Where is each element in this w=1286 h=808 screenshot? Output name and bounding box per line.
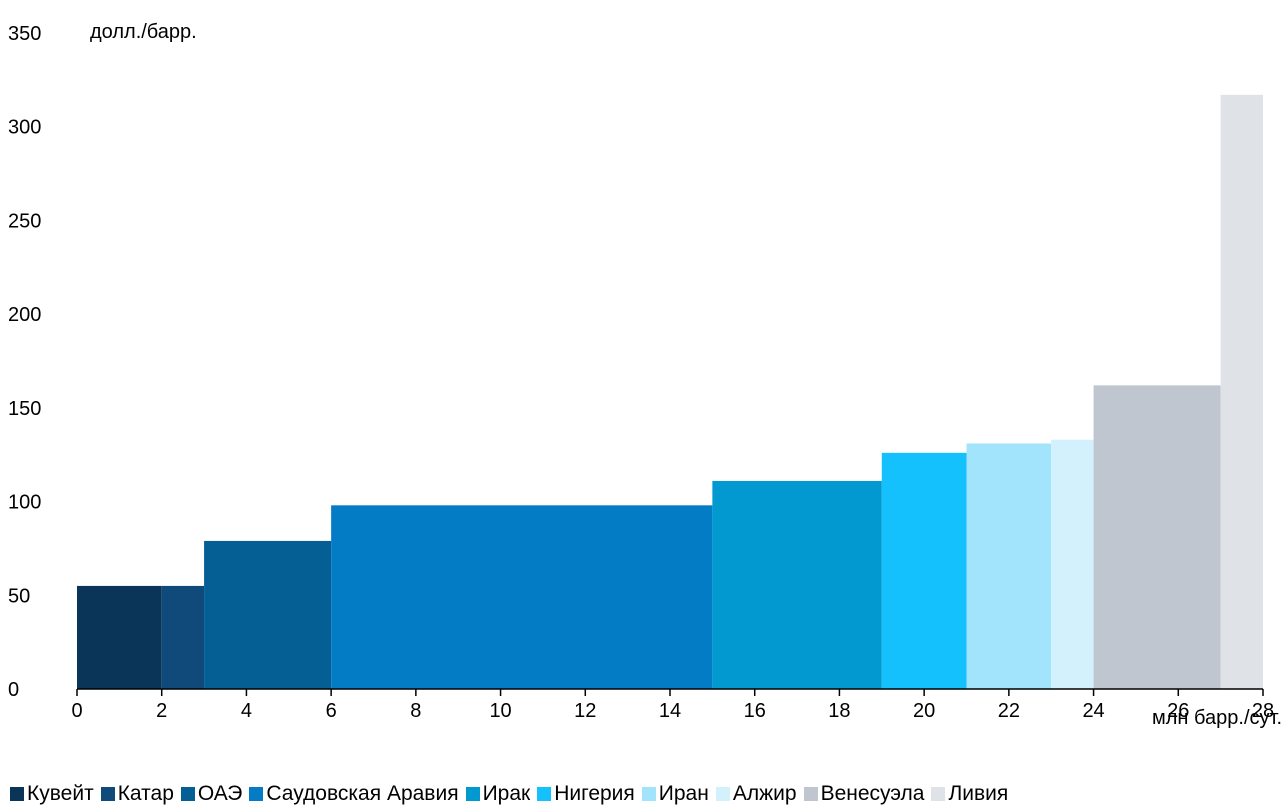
legend-label: Венесуэла: [821, 782, 925, 806]
bar-8: [1051, 440, 1093, 689]
y-tick-label: 150: [8, 398, 41, 420]
bar-9: [1094, 385, 1221, 689]
legend-swatch: [101, 787, 115, 801]
y-tick-label: 50: [8, 585, 30, 607]
legend-label: Саудовская Аравия: [266, 782, 458, 806]
y-tick-label: 300: [8, 117, 41, 139]
x-tick-label: 2: [156, 700, 167, 722]
legend-label: Алжир: [733, 782, 797, 806]
legend-item: Нигерия: [537, 782, 635, 806]
x-tick-label: 16: [744, 700, 766, 722]
legend-swatch: [249, 787, 263, 801]
legend-label: Ливия: [948, 782, 1008, 806]
legend-swatch: [804, 787, 818, 801]
legend-label: Катар: [118, 782, 174, 806]
legend-swatch: [181, 787, 195, 801]
y-tick-label: 200: [8, 304, 41, 326]
legend-label: ОАЭ: [198, 782, 243, 806]
legend-label: Иран: [659, 782, 709, 806]
x-tick-label: 6: [326, 700, 337, 722]
legend-label: Кувейт: [27, 782, 94, 806]
y-tick-labels: 0 50 100 150 200 250 300 350: [8, 23, 41, 701]
bar-2: [162, 586, 204, 689]
bar-3: [204, 541, 331, 689]
legend-swatch: [931, 787, 945, 801]
legend-item: Катар: [101, 782, 174, 806]
bar-10: [1221, 95, 1263, 689]
x-tick-label: 18: [828, 700, 850, 722]
legend-item: Венесуэла: [804, 782, 925, 806]
x-tick-label: 12: [574, 700, 596, 722]
y-axis-label: долл./барр.: [90, 21, 197, 43]
x-tick-label: 0: [71, 700, 82, 722]
legend-item: Ливия: [931, 782, 1008, 806]
x-axis-label: млн барр./сут.: [1152, 707, 1282, 729]
bars-group: [77, 95, 1263, 689]
legend-swatch: [642, 787, 656, 801]
legend-item: ОАЭ: [181, 782, 243, 806]
legend-swatch: [466, 787, 480, 801]
bar-5: [712, 481, 881, 689]
legend-label: Нигерия: [554, 782, 635, 806]
legend-item: Иран: [642, 782, 709, 806]
x-tick-label: 14: [659, 700, 681, 722]
legend-item: Кувейт: [10, 782, 94, 806]
legend-item: Саудовская Аравия: [249, 782, 458, 806]
bar-1: [77, 586, 162, 689]
y-tick-label: 250: [8, 210, 41, 232]
x-tick-label: 22: [998, 700, 1020, 722]
x-tick-label: 20: [913, 700, 935, 722]
x-tick-label: 24: [1082, 700, 1104, 722]
x-tick-label: 4: [241, 700, 252, 722]
y-tick-label: 350: [8, 23, 41, 45]
axes-group: [77, 689, 1263, 696]
bar-4: [331, 505, 712, 689]
x-tick-label: 8: [410, 700, 421, 722]
legend-swatch: [537, 787, 551, 801]
y-tick-label: 100: [8, 492, 41, 514]
y-tick-label: 0: [8, 679, 19, 701]
x-tick-label: 10: [489, 700, 511, 722]
legend-swatch: [10, 787, 24, 801]
x-tick-labels: 0 2 4 6 8 10 12 14 16 18 20 22 24 26 28: [71, 700, 1274, 722]
bar-6: [882, 453, 967, 689]
legend: Кувейт Катар ОАЭ Саудовская Аравия Ирак Нигер…: [10, 780, 1015, 808]
legend-swatch: [716, 787, 730, 801]
legend-label: Ирак: [483, 782, 531, 806]
legend-item: Алжир: [716, 782, 797, 806]
legend-item: Ирак: [466, 782, 531, 806]
bar-7: [967, 443, 1052, 689]
